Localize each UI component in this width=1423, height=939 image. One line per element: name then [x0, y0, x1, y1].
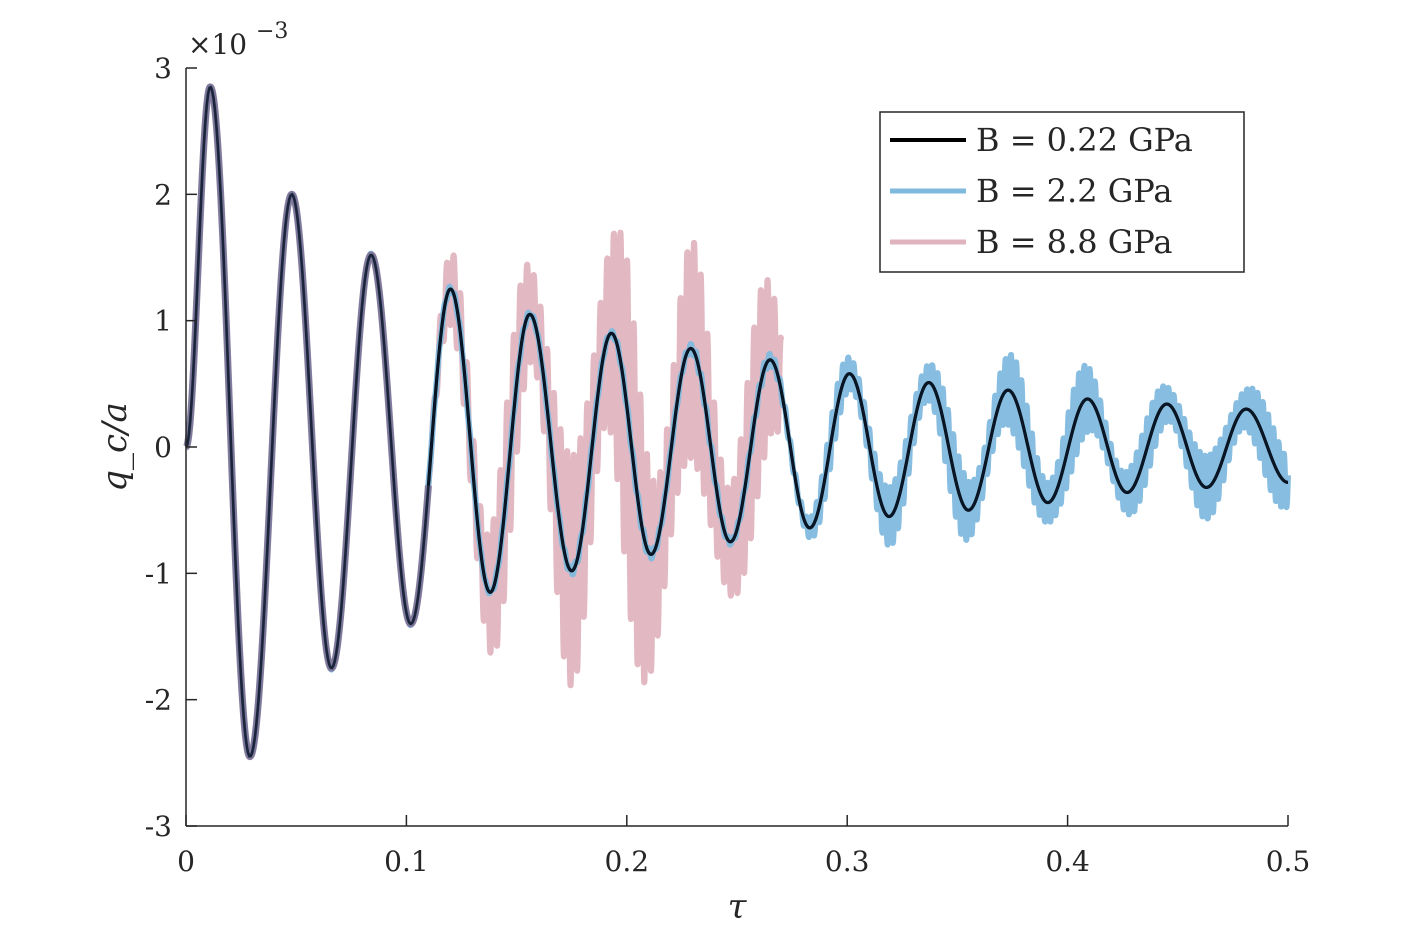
y-multiplier: ×10	[188, 28, 247, 61]
y-multiplier-exponent: −3	[256, 19, 288, 44]
x-tick-label: 0.2	[605, 845, 650, 878]
axes: 0 0.1 0.2 0.3 0.4 0.5 -3 -2 -1 0 1 2 3 ×10 −3 τ q_c/a	[95, 19, 1310, 927]
y-tick-label: 2	[154, 178, 172, 211]
y-tick-label: 0	[154, 431, 172, 464]
legend-label-0: B = 0.22 GPa	[976, 121, 1193, 159]
series-layer	[183, 83, 1291, 761]
y-axis-title: q_c/a	[95, 402, 135, 492]
x-tick-label: 0.1	[384, 845, 429, 878]
y-tick-label: -3	[145, 810, 172, 843]
series-overlap-line	[183, 83, 432, 761]
x-tick-label: 0.3	[825, 845, 870, 878]
x-tick-label: 0.5	[1266, 845, 1311, 878]
y-tick-label: 1	[154, 305, 172, 338]
legend-label-2: B = 8.8 GPa	[976, 223, 1172, 261]
y-tick-label: 3	[154, 52, 172, 85]
legend-label-1: B = 2.2 GPa	[976, 172, 1172, 210]
x-tick-label: 0	[177, 845, 195, 878]
series-main-line	[184, 85, 1289, 758]
y-tick-label: -2	[145, 684, 172, 717]
x-axis-title: τ	[728, 887, 748, 927]
series-overlap	[183, 83, 1289, 761]
x-tick-label: 0.4	[1045, 845, 1090, 878]
legend: B = 0.22 GPa B = 2.2 GPa B = 8.8 GPa	[879, 111, 1245, 273]
y-tick-label: -1	[145, 557, 172, 590]
